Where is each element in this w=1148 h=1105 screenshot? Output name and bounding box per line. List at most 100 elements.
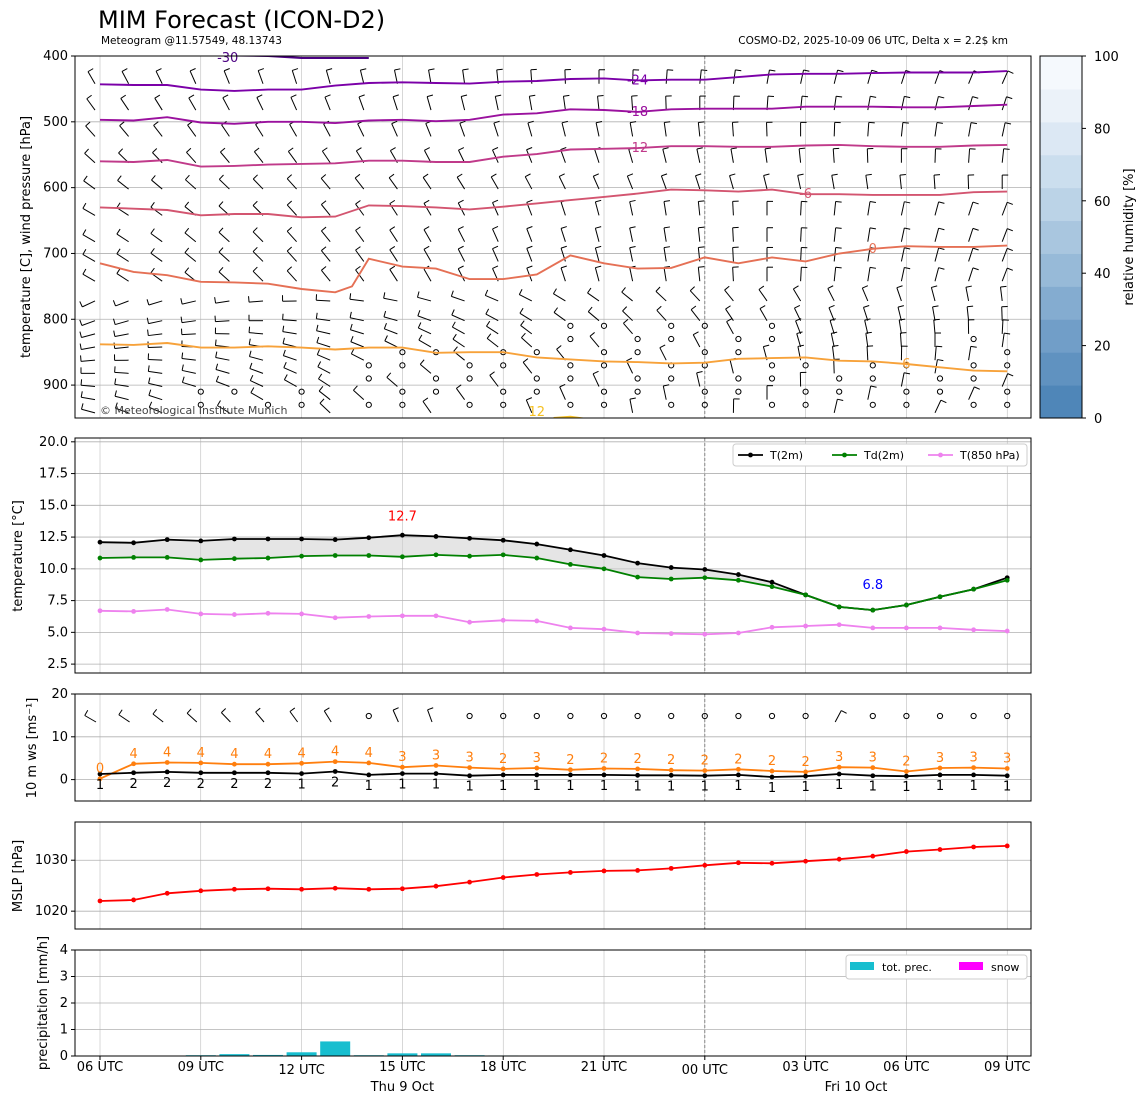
wind-mean-point (97, 776, 103, 782)
mslp-point (97, 898, 103, 904)
upper-air-wind-barb (1001, 122, 1012, 137)
wind-bottom-label: 1 (667, 779, 675, 794)
upper-air-wind-barb-staff (623, 322, 633, 335)
upper-air-wind-barb-flag (422, 173, 429, 178)
isotherm-label: -6 (799, 187, 812, 202)
upper-air-wind-barb-flag (663, 200, 671, 203)
upper-air-wind-barb-staff (968, 386, 975, 400)
wind-bottom-label: 1 (734, 779, 742, 794)
upper-air-wind-barb-flag (423, 199, 430, 204)
mslp-point (500, 875, 506, 880)
upper-air-wind-barb-flag (249, 362, 253, 369)
upper-air-wind-barb (967, 319, 975, 334)
upper-air-wind-barb-staff (353, 389, 365, 401)
wind-lower-point (534, 772, 540, 778)
upper-air-wind-barb-flag (422, 397, 429, 402)
upper-air-wind-barb-staff (521, 337, 533, 348)
upper-air-wind-barb (526, 245, 533, 262)
upper-air-wind-barb-flag (249, 374, 254, 381)
upper-air-wind-barb-flag (459, 120, 466, 124)
mslp-point (803, 858, 808, 864)
upper-air-wind-barb-flag (82, 249, 87, 255)
upper-air-wind-barb-flag (326, 68, 333, 71)
upper-air-wind-barb-flag (248, 350, 252, 357)
upper-air-wind-barb-flag (419, 359, 425, 365)
upper-air-wind-barb (697, 200, 705, 216)
upper-air-wind-barb (562, 94, 570, 111)
upper-air-wind-barb (79, 319, 96, 326)
upper-air-wind-barb (800, 69, 810, 84)
upper-air-wind-barb-flag (931, 285, 938, 288)
surface-wind-barb (255, 707, 265, 723)
upper-air-wind-barb (350, 336, 364, 348)
upper-air-wind-barb-flag (832, 345, 839, 347)
upper-air-wind-barb (934, 122, 943, 137)
upper-air-wind-barb-flag (526, 199, 533, 203)
upper-air-wind-barb-flag (216, 400, 221, 406)
upper-air-wind-barb-flag (218, 267, 224, 273)
upper-air-wind-barb-flag (520, 320, 525, 326)
upper-air-wind-barb-flag (250, 387, 255, 393)
upper-air-wind-barb-staff (559, 386, 566, 400)
upper-air-wind-barb-staff (86, 98, 96, 111)
upper-air-wind-barb-staff (592, 373, 600, 387)
upper-air-wind-barb-flag (936, 345, 943, 348)
upper-air-wind-barb-flag (282, 337, 285, 344)
upper-air-wind-barb (933, 318, 940, 334)
upper-air-wind-barb-staff (485, 313, 499, 322)
upper-air-wind-barb-staff (81, 396, 96, 401)
upper-air-wind-barb-flag (829, 318, 836, 321)
upper-air-wind-barb-flag (797, 173, 804, 176)
legend-label-snow: snow (991, 961, 1019, 974)
upper-air-wind-barb-staff (151, 179, 163, 190)
upper-air-wind-barb-staff (215, 369, 230, 374)
upper-air-wind-barb (896, 285, 903, 302)
upper-air-wind-barb-flag (292, 68, 299, 71)
surface-wind-barb-flag (186, 708, 192, 714)
upper-air-wind-barb-staff (493, 122, 499, 137)
upper-air-wind-barb-staff (355, 230, 365, 243)
upper-air-wind-barb (425, 120, 432, 137)
wind-lower-point (937, 772, 943, 778)
upper-air-wind-barb-staff (1001, 228, 1008, 242)
upper-air-wind-barb (422, 397, 432, 414)
upper-air-wind-barb-staff (689, 290, 701, 302)
upper-air-wind-barb-staff (257, 70, 264, 84)
upper-air-wind-barb (82, 268, 96, 282)
precip-legend (845, 954, 1028, 980)
upper-air-wind-barb (153, 121, 163, 137)
wind-lower-point (198, 770, 204, 776)
upper-air-wind-barb (900, 121, 909, 137)
upper-air-wind-barb-staff (422, 177, 432, 190)
upper-air-wind-barb-flag (188, 94, 195, 99)
colorbar-label: relative humidity [%] (1122, 168, 1137, 305)
upper-air-wind-barb (831, 345, 839, 361)
upper-air-wind-barb-flag (117, 175, 122, 181)
upper-air-wind-barb-flag (458, 199, 464, 204)
temperature-annotation: 12.7 (388, 509, 417, 524)
wind-top-label: 2 (801, 755, 809, 770)
wind-lower-point (164, 769, 170, 775)
upper-air-calm-wind (634, 388, 641, 395)
upper-air-wind-barb (697, 226, 705, 242)
upper-air-wind-barb-staff (833, 399, 838, 413)
temperature-ytick-label: 10.0 (39, 562, 68, 577)
upper-air-wind-barb (861, 285, 869, 302)
upper-air-wind-barb-flag (214, 339, 217, 346)
upper-air-wind-barb (898, 318, 906, 334)
upper-air-calm-wind (701, 401, 708, 408)
upper-air-wind-barb (282, 349, 297, 361)
upper-air-wind-barb-staff (321, 204, 331, 216)
upper-air-wind-barb (80, 391, 96, 401)
upper-air-wind-barb (689, 286, 701, 302)
upper-air-wind-barb (594, 226, 602, 242)
mslp-point (836, 856, 842, 862)
legend-swatch-marker (842, 452, 847, 458)
upper-air-wind-barb (215, 363, 230, 374)
upper-air-wind-barb-staff (831, 346, 835, 361)
upper-air-wind-barb-flag (114, 390, 117, 397)
isotherm-label: -12 (627, 141, 648, 156)
upper-air-calm-wind (836, 388, 843, 395)
upper-air-wind-barb-staff (187, 124, 197, 137)
surface-wind-barb-staff (255, 711, 265, 723)
